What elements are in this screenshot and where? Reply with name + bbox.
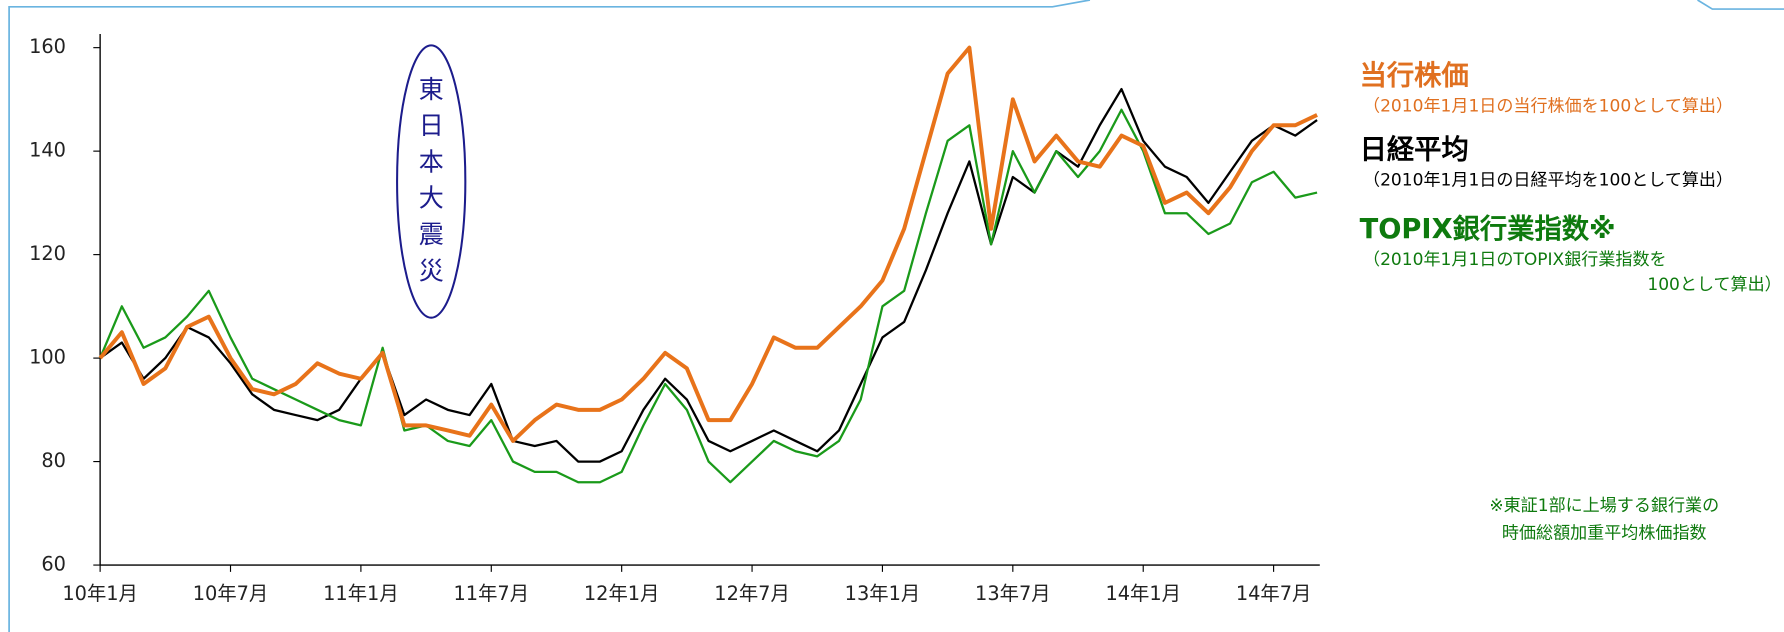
- legend-label: 日経平均: [1360, 133, 1469, 165]
- y-tick-label: 80: [41, 449, 66, 472]
- footnote: ※東証1部に上場する銀行業の: [1489, 496, 1719, 516]
- legend-label: TOPIX銀行業指数※: [1360, 213, 1616, 245]
- x-tick-label: 14年1月: [1105, 582, 1181, 605]
- series-line: [98, 45, 1318, 443]
- series-line: [99, 108, 1318, 484]
- x-tick-label: 11年1月: [323, 582, 399, 605]
- annotation-char: 災: [419, 256, 444, 285]
- x-tick-label: 10年7月: [193, 582, 269, 605]
- annotation-char: 大: [419, 184, 444, 213]
- annotation-ellipse: [396, 44, 467, 319]
- x-tick-label: 12年1月: [584, 582, 660, 605]
- legend-note: （2010年1月1日のTOPIX銀行業指数を: [1363, 250, 1667, 270]
- annotation-char: 本: [419, 147, 444, 176]
- x-tick-label: 12年7月: [714, 582, 790, 605]
- annotation-char: 震: [419, 220, 444, 249]
- legend-label: 当行株価: [1360, 60, 1469, 92]
- legend-note: （2010年1月1日の当行株価を100として算出）: [1363, 97, 1733, 117]
- x-tick-label: 10年1月: [62, 582, 138, 605]
- legend-note: 100として算出）: [1647, 275, 1781, 295]
- frame: [8, 0, 1091, 632]
- annotation: 東日本大震災: [419, 75, 444, 286]
- annotation-char: 東: [419, 75, 444, 104]
- x-tick-label: 14年7月: [1236, 582, 1312, 605]
- series-line: [99, 87, 1318, 463]
- y-tick-label: 160: [29, 35, 66, 58]
- x-tick-label: 13年1月: [845, 582, 921, 605]
- x-tick-label: 13年7月: [975, 582, 1051, 605]
- footnote: 時価総額加重平均株価指数: [1502, 523, 1707, 543]
- frame: [1697, 0, 1784, 10]
- annotation-char: 日: [419, 111, 444, 140]
- y-tick-label: 100: [29, 346, 66, 369]
- x-tick-label: 11年7月: [454, 582, 530, 605]
- y-tick-label: 140: [29, 139, 66, 162]
- legend-note: （2010年1月1日の日経平均を100として算出）: [1363, 170, 1733, 190]
- y-tick-label: 120: [29, 242, 66, 265]
- y-tick-label: 60: [41, 553, 66, 576]
